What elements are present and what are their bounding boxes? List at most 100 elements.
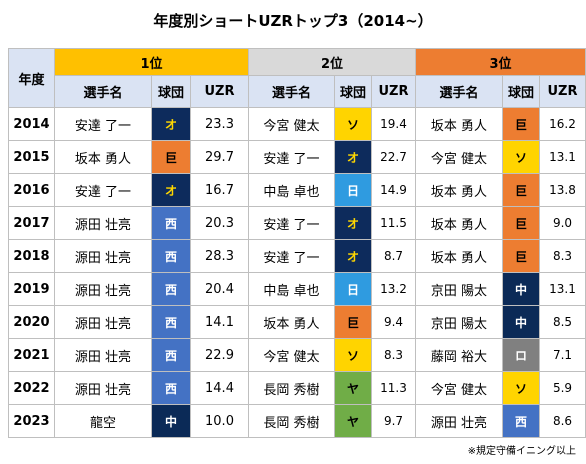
rank-3-header: 3位 [415,48,586,76]
player-name-cell: 坂本 勇人 [248,305,335,339]
rank-2-header: 2位 [248,48,416,76]
uzr-value-cell: 13.2 [371,272,416,306]
player-name-cell: 坂本 勇人 [415,173,503,207]
team-badge: 巨 [502,173,540,207]
player-name-cell: 源田 壮亮 [54,371,152,405]
team-badge: オ [151,173,191,207]
player-name-cell: 安達 了一 [54,173,152,207]
player-name-cell: 安達 了一 [248,140,335,174]
team-badge: 西 [151,305,191,339]
team-badge: ソ [502,140,540,174]
uzr-value-cell: 23.3 [190,107,249,141]
table-row: 2014 安達 了一オ 23.3 今宮 健太ソ 19.4 坂本 勇人巨 16.2 [8,107,586,141]
team-badge: 巨 [502,239,540,273]
year-cell: 2016 [8,173,55,207]
rank-1-header: 1位 [54,48,249,76]
uzr-value-cell: 20.4 [190,272,249,306]
table-row: 2021 源田 壮亮西 22.9 今宮 健太ソ 8.3 藤岡 裕大ロ 7.1 [8,338,586,372]
team-badge: ソ [334,107,372,141]
table-row: 2015 坂本 勇人巨 29.7 安達 了一オ 22.7 今宮 健太ソ 13.1 [8,140,586,174]
team-badge: 日 [334,173,372,207]
player-name-cell: 京田 陽太 [415,305,503,339]
team-badge: 巨 [502,206,540,240]
chart-title: 年度別ショートUZRトップ3（2014~） [153,12,433,30]
player-name-cell: 安達 了一 [54,107,152,141]
uzr-value-cell: 8.3 [371,338,416,372]
uzr-value-cell: 7.1 [539,338,586,372]
table-row: 2022 源田 壮亮西 14.4 長岡 秀樹ヤ 11.3 今宮 健太ソ 5.9 [8,371,586,405]
year-header: 年度 [8,48,55,108]
team-badge: ヤ [334,371,372,405]
team-badge: オ [334,239,372,273]
year-cell: 2017 [8,206,55,240]
team-badge: 中 [151,404,191,438]
player-name-cell: 長岡 秀樹 [248,404,335,438]
table-row: 2018 源田 壮亮西 28.3 安達 了一オ 8.7 坂本 勇人巨 8.3 [8,239,586,273]
player-header: 選手名 [54,75,152,108]
team-badge: ソ [502,371,540,405]
uzr-value-cell: 9.0 [539,206,586,240]
year-cell: 2020 [8,305,55,339]
team-badge: 日 [334,272,372,306]
player-name-cell: 今宮 健太 [415,140,503,174]
table-row: 2020 源田 壮亮西 14.1 坂本 勇人巨 9.4 京田 陽太中 8.5 [8,305,586,339]
table-row: 2016 安達 了一オ 16.7 中島 卓也日 14.9 坂本 勇人巨 13.8 [8,173,586,207]
player-header: 選手名 [415,75,503,108]
player-header: 選手名 [248,75,335,108]
uzr-header: UZR [190,75,249,108]
year-cell: 2014 [8,107,55,141]
player-name-cell: 坂本 勇人 [54,140,152,174]
uzr-header: UZR [371,75,416,108]
team-badge: 中 [502,305,540,339]
player-name-cell: 中島 卓也 [248,272,335,306]
uzr-value-cell: 9.7 [371,404,416,438]
player-name-cell: 坂本 勇人 [415,206,503,240]
player-name-cell: 今宮 健太 [248,107,335,141]
year-cell: 2022 [8,371,55,405]
uzr-value-cell: 22.7 [371,140,416,174]
team-badge: オ [334,206,372,240]
uzr-value-cell: 16.7 [190,173,249,207]
uzr-value-cell: 13.8 [539,173,586,207]
uzr-value-cell: 9.4 [371,305,416,339]
team-badge: 西 [151,239,191,273]
team-badge: 西 [151,272,191,306]
team-header: 球団 [151,75,191,108]
player-name-cell: 源田 壮亮 [54,272,152,306]
year-cell: 2023 [8,404,55,438]
team-badge: 西 [151,206,191,240]
uzr-value-cell: 29.7 [190,140,249,174]
player-name-cell: 長岡 秀樹 [248,371,335,405]
player-name-cell: 源田 壮亮 [54,239,152,273]
uzr-value-cell: 8.6 [539,404,586,438]
uzr-value-cell: 11.3 [371,371,416,405]
player-name-cell: 坂本 勇人 [415,239,503,273]
team-badge: 中 [502,272,540,306]
player-name-cell: 源田 壮亮 [54,338,152,372]
player-name-cell: 今宮 健太 [415,371,503,405]
uzr-value-cell: 10.0 [190,404,249,438]
year-cell: 2021 [8,338,55,372]
team-badge: 西 [151,371,191,405]
uzr-value-cell: 14.1 [190,305,249,339]
uzr-value-cell: 28.3 [190,239,249,273]
uzr-value-cell: 14.9 [371,173,416,207]
year-cell: 2018 [8,239,55,273]
uzr-value-cell: 8.3 [539,239,586,273]
player-name-cell: 中島 卓也 [248,173,335,207]
player-name-cell: 安達 了一 [248,206,335,240]
table-row: 2019 源田 壮亮西 20.4 中島 卓也日 13.2 京田 陽太中 13.1 [8,272,586,306]
uzr-value-cell: 5.9 [539,371,586,405]
uzr-value-cell: 13.1 [539,272,586,306]
uzr-value-cell: 13.1 [539,140,586,174]
uzr-value-cell: 19.4 [371,107,416,141]
team-badge: 西 [502,404,540,438]
uzr-value-cell: 20.3 [190,206,249,240]
team-header: 球団 [502,75,540,108]
team-badge: 西 [151,338,191,372]
uzr-value-cell: 16.2 [539,107,586,141]
year-cell: 2019 [8,272,55,306]
table-body: 2014 安達 了一オ 23.3 今宮 健太ソ 19.4 坂本 勇人巨 16.2 2015 坂本… [8,107,586,438]
uzr-value-cell: 8.7 [371,239,416,273]
player-name-cell: 安達 了一 [248,239,335,273]
